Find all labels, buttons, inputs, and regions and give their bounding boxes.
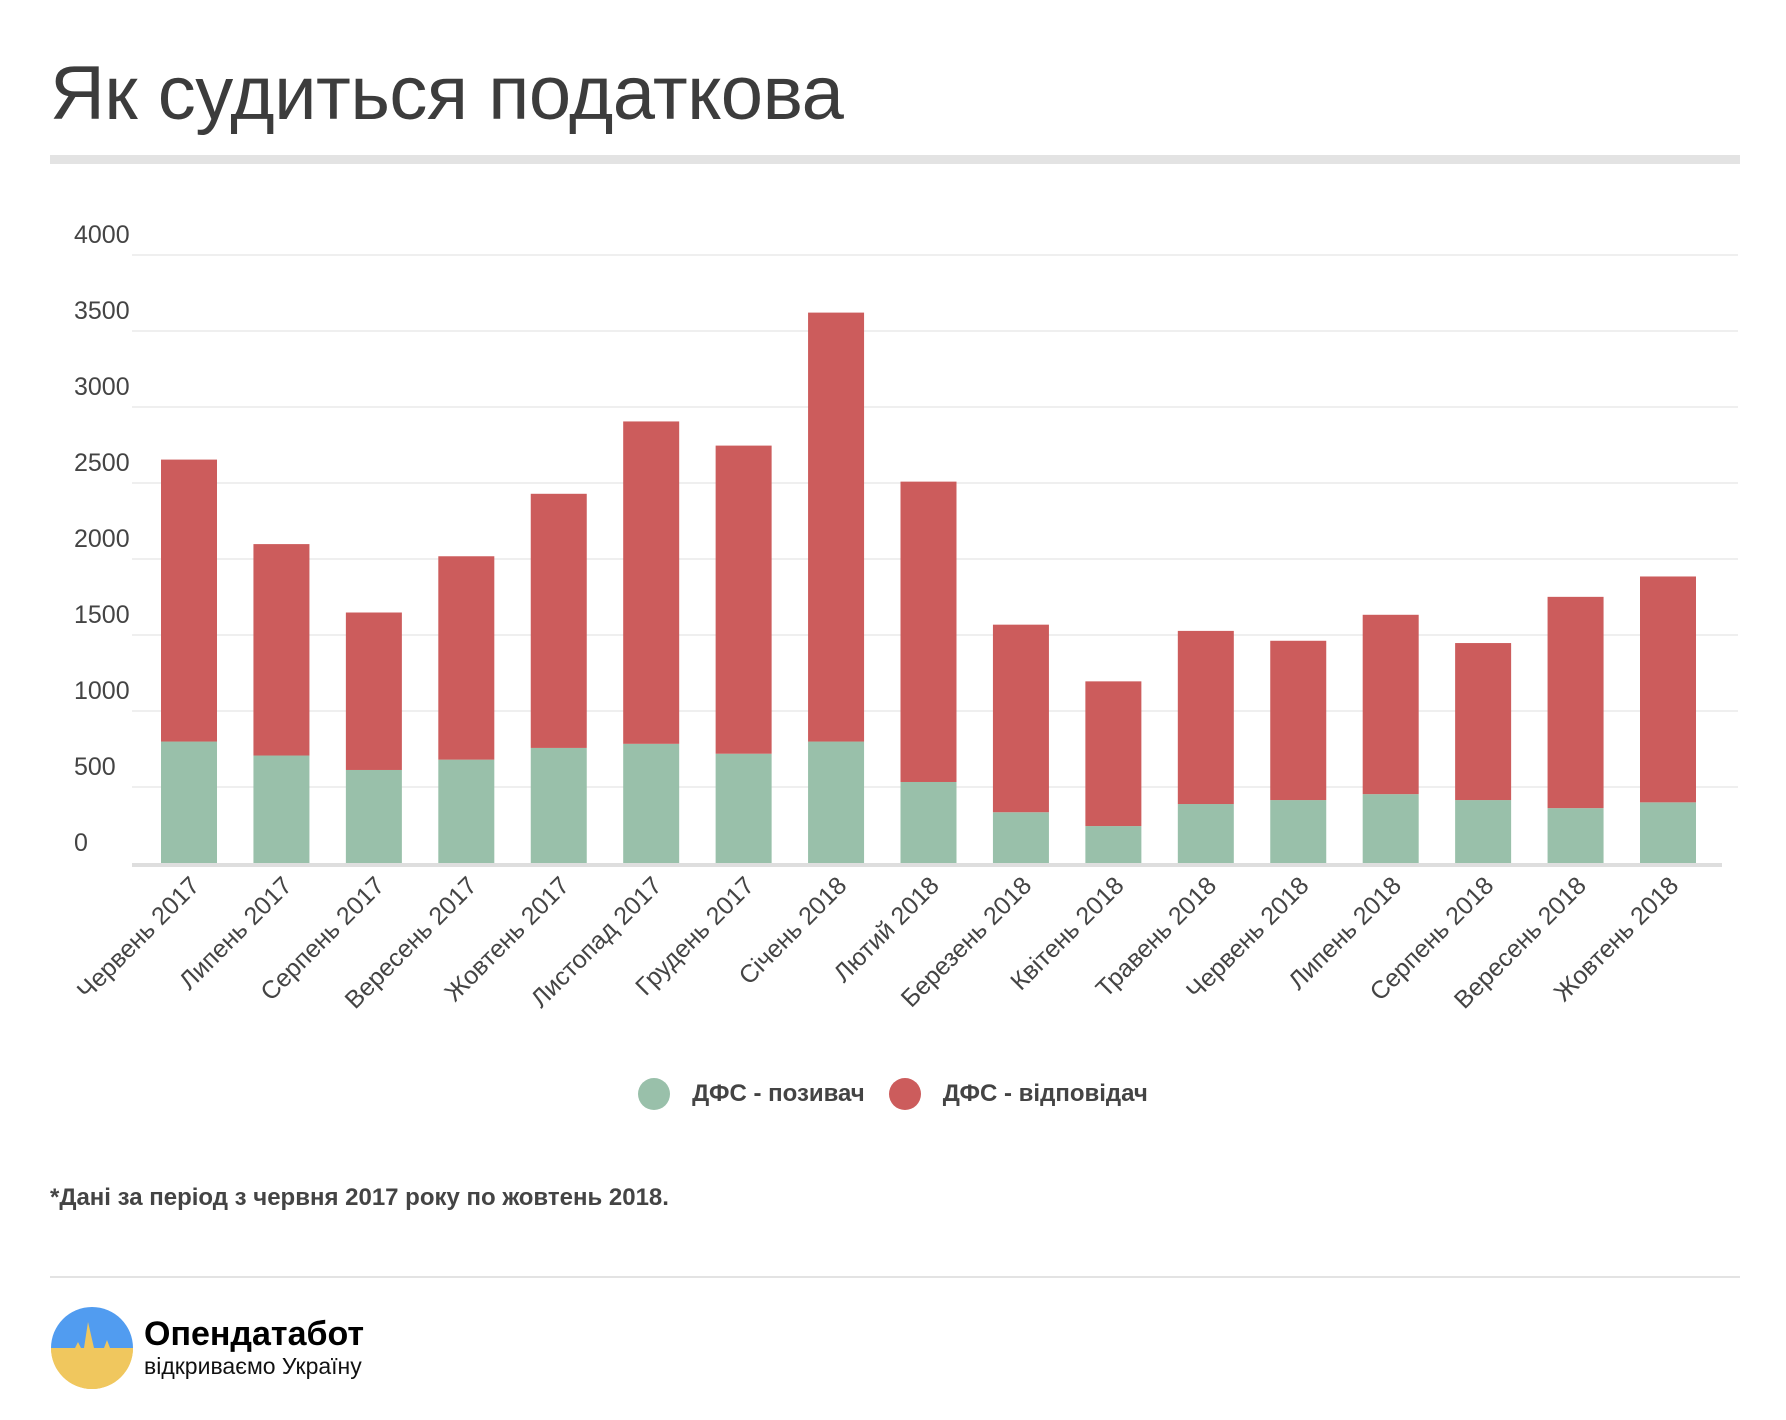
bar-segment-plaintiff <box>715 753 772 863</box>
logo-tagline: відкриваємо Україну <box>144 1353 362 1380</box>
bar-segment-defendant <box>1455 643 1512 801</box>
y-tick-label: 3500 <box>74 297 130 325</box>
bar-segment-defendant <box>161 459 217 742</box>
bar-segment-plaintiff <box>1362 794 1419 863</box>
bar-segment-defendant <box>345 612 402 770</box>
bar-segment-defendant <box>1362 614 1419 795</box>
bar-segment-plaintiff <box>808 741 865 863</box>
bar-segment-plaintiff <box>1640 802 1696 863</box>
bar-segment-defendant <box>1547 596 1604 809</box>
logo-icon <box>51 1307 133 1389</box>
bar-segment-defendant <box>253 544 310 756</box>
bar-segment-plaintiff <box>1547 808 1604 863</box>
bar-segment-plaintiff <box>623 743 680 863</box>
bar-segment-defendant <box>900 481 957 782</box>
bar-segment-defendant <box>530 493 587 748</box>
bar-segment-plaintiff <box>345 769 402 863</box>
footer-divider <box>50 1276 1740 1278</box>
legend-swatch-defendant <box>888 1078 921 1110</box>
bar-segment-defendant <box>715 445 772 754</box>
bar-segment-plaintiff <box>1085 826 1142 863</box>
bar-segment-defendant <box>1640 576 1696 803</box>
bar-segment-plaintiff <box>992 812 1049 863</box>
y-tick-label: 500 <box>74 753 116 781</box>
y-tick-label: 2500 <box>74 449 130 477</box>
bar-segment-defendant <box>623 421 680 744</box>
y-tick-label: 4000 <box>74 221 130 249</box>
bar-segment-plaintiff <box>1455 800 1512 863</box>
y-tick-label: 3000 <box>74 373 130 401</box>
y-tick-label: 1500 <box>74 601 130 629</box>
bar-segment-defendant <box>438 556 495 760</box>
y-tick-label: 0 <box>74 829 88 857</box>
legend-label-defendant: ДФС - відповідач <box>942 1080 1148 1107</box>
bar-segment-plaintiff <box>438 759 495 863</box>
legend-label-plaintiff: ДФС - позивач <box>692 1080 865 1107</box>
bar-segment-defendant <box>992 624 1049 813</box>
y-tick-label: 1000 <box>74 677 130 705</box>
bar-segment-defendant <box>808 312 865 742</box>
bar-segment-plaintiff <box>253 755 310 863</box>
bar-segment-plaintiff <box>530 747 587 863</box>
y-tick-label: 2000 <box>74 525 130 553</box>
logo-name: Опендатабот <box>144 1314 365 1353</box>
bar-segment-plaintiff <box>161 741 217 863</box>
bar-segment-plaintiff <box>900 781 957 863</box>
page-title: Як судиться податкова <box>50 51 844 136</box>
bar-segment-defendant <box>1177 630 1234 805</box>
bar-segment-defendant <box>1270 640 1327 801</box>
legend-item-plaintiff[interactable]: ДФС - позивач <box>638 1078 865 1110</box>
bar-segment-defendant <box>1085 681 1142 827</box>
legend: ДФС - позивач ДФС - відповідач <box>0 1078 1786 1110</box>
legend-swatch-plaintiff <box>638 1078 671 1110</box>
bar-segment-plaintiff <box>1270 800 1327 863</box>
stacked-bar-chart: 05001000150020002500300035004000Червень … <box>72 221 1738 1014</box>
opendatabot-logo[interactable]: Опендатабот відкриваємо Україну <box>50 1302 364 1394</box>
title-divider <box>50 155 1740 164</box>
legend-item-defendant[interactable]: ДФС - відповідач <box>888 1078 1148 1110</box>
bar-segment-plaintiff <box>1177 804 1234 863</box>
footnote: *Дані за період з червня 2017 року по жо… <box>50 1184 669 1211</box>
